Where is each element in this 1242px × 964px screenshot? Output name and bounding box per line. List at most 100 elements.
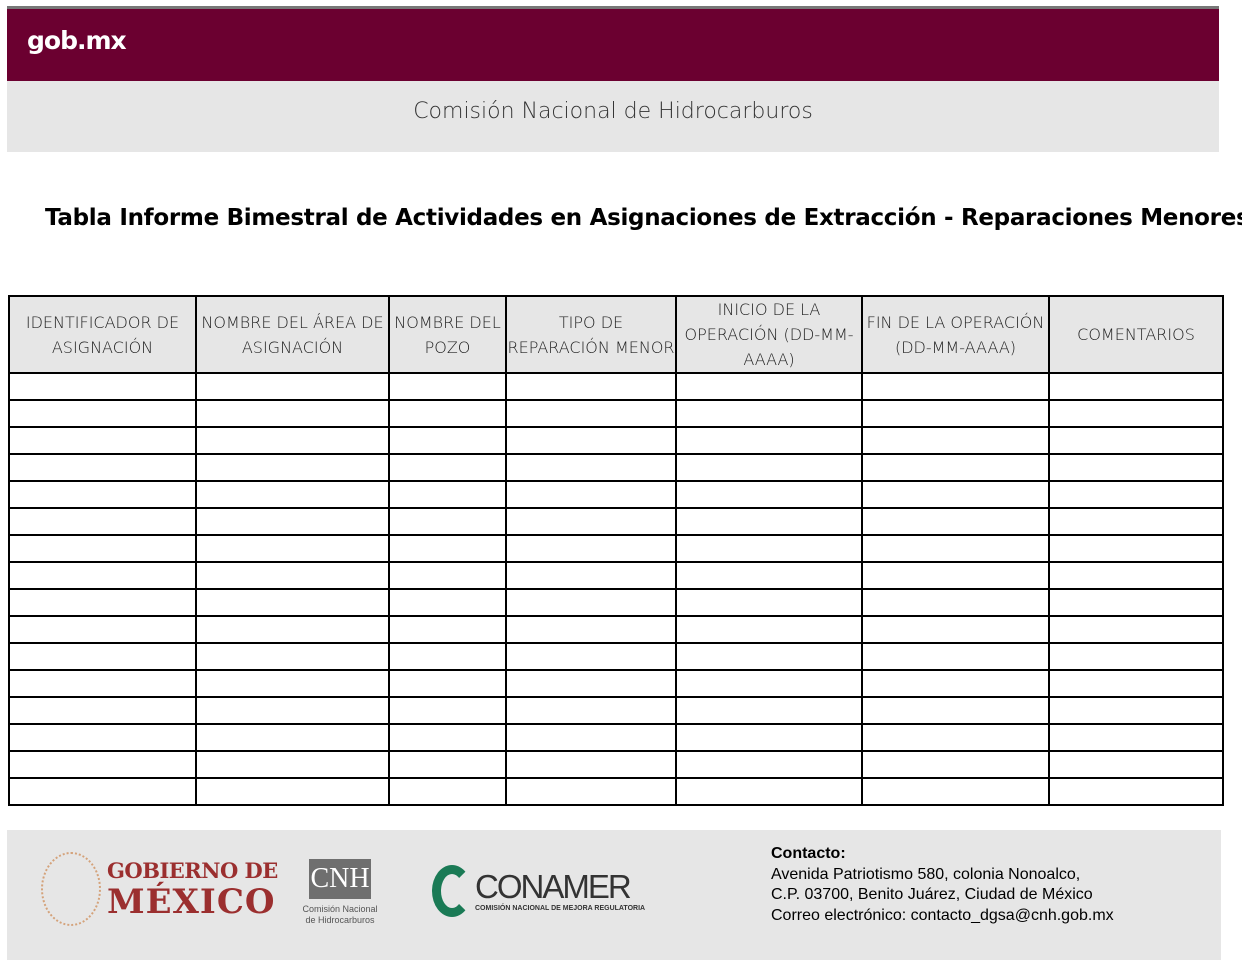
table-cell[interactable]	[8, 750, 197, 779]
table-cell[interactable]	[1048, 534, 1224, 563]
table-cell[interactable]	[388, 669, 507, 698]
table-cell[interactable]	[8, 669, 197, 698]
table-cell[interactable]	[505, 723, 677, 752]
table-cell[interactable]	[195, 507, 390, 536]
table-cell[interactable]	[505, 399, 677, 428]
table-cell[interactable]	[1048, 453, 1224, 482]
table-cell[interactable]	[195, 669, 390, 698]
table-cell[interactable]	[505, 534, 677, 563]
table-cell[interactable]	[1048, 399, 1224, 428]
table-cell[interactable]	[388, 615, 507, 644]
table-cell[interactable]	[675, 615, 863, 644]
table-cell[interactable]	[195, 372, 390, 401]
table-cell[interactable]	[505, 750, 677, 779]
table-cell[interactable]	[861, 480, 1050, 509]
table-cell[interactable]	[861, 372, 1050, 401]
table-cell[interactable]	[388, 723, 507, 752]
table-cell[interactable]	[8, 399, 197, 428]
table-cell[interactable]	[195, 561, 390, 590]
table-cell[interactable]	[1048, 561, 1224, 590]
table-cell[interactable]	[861, 777, 1050, 806]
table-cell[interactable]	[675, 777, 863, 806]
table-cell[interactable]	[8, 480, 197, 509]
table-cell[interactable]	[1048, 615, 1224, 644]
table-cell[interactable]	[861, 399, 1050, 428]
table-cell[interactable]	[388, 777, 507, 806]
table-cell[interactable]	[675, 561, 863, 590]
table-cell[interactable]	[861, 507, 1050, 536]
table-cell[interactable]	[388, 480, 507, 509]
table-cell[interactable]	[195, 426, 390, 455]
table-cell[interactable]	[388, 453, 507, 482]
table-cell[interactable]	[675, 507, 863, 536]
table-cell[interactable]	[8, 642, 197, 671]
table-cell[interactable]	[505, 480, 677, 509]
table-cell[interactable]	[675, 669, 863, 698]
table-cell[interactable]	[195, 534, 390, 563]
table-cell[interactable]	[8, 534, 197, 563]
table-cell[interactable]	[195, 480, 390, 509]
table-cell[interactable]	[505, 453, 677, 482]
table-cell[interactable]	[8, 426, 197, 455]
table-cell[interactable]	[8, 723, 197, 752]
table-cell[interactable]	[505, 615, 677, 644]
table-cell[interactable]	[195, 777, 390, 806]
table-cell[interactable]	[505, 696, 677, 725]
table-cell[interactable]	[1048, 507, 1224, 536]
table-cell[interactable]	[388, 507, 507, 536]
table-cell[interactable]	[861, 588, 1050, 617]
table-cell[interactable]	[1048, 696, 1224, 725]
table-cell[interactable]	[388, 588, 507, 617]
table-cell[interactable]	[195, 399, 390, 428]
table-cell[interactable]	[195, 750, 390, 779]
table-cell[interactable]	[1048, 480, 1224, 509]
table-cell[interactable]	[861, 642, 1050, 671]
table-cell[interactable]	[505, 372, 677, 401]
table-cell[interactable]	[1048, 750, 1224, 779]
table-cell[interactable]	[195, 453, 390, 482]
table-cell[interactable]	[675, 723, 863, 752]
table-cell[interactable]	[861, 426, 1050, 455]
table-cell[interactable]	[675, 588, 863, 617]
table-cell[interactable]	[675, 750, 863, 779]
table-cell[interactable]	[388, 561, 507, 590]
table-cell[interactable]	[388, 426, 507, 455]
table-cell[interactable]	[8, 372, 197, 401]
table-cell[interactable]	[861, 561, 1050, 590]
table-cell[interactable]	[675, 399, 863, 428]
table-cell[interactable]	[675, 534, 863, 563]
table-cell[interactable]	[1048, 642, 1224, 671]
table-cell[interactable]	[861, 723, 1050, 752]
table-cell[interactable]	[388, 696, 507, 725]
table-cell[interactable]	[195, 723, 390, 752]
table-cell[interactable]	[675, 453, 863, 482]
table-cell[interactable]	[8, 777, 197, 806]
table-cell[interactable]	[505, 426, 677, 455]
table-cell[interactable]	[1048, 723, 1224, 752]
table-cell[interactable]	[505, 642, 677, 671]
table-cell[interactable]	[388, 399, 507, 428]
table-cell[interactable]	[861, 696, 1050, 725]
table-cell[interactable]	[1048, 372, 1224, 401]
table-cell[interactable]	[388, 750, 507, 779]
table-cell[interactable]	[861, 615, 1050, 644]
table-cell[interactable]	[8, 696, 197, 725]
table-cell[interactable]	[675, 372, 863, 401]
table-cell[interactable]	[1048, 426, 1224, 455]
table-cell[interactable]	[505, 669, 677, 698]
table-cell[interactable]	[1048, 777, 1224, 806]
table-cell[interactable]	[8, 588, 197, 617]
table-cell[interactable]	[388, 642, 507, 671]
table-cell[interactable]	[675, 426, 863, 455]
table-cell[interactable]	[8, 507, 197, 536]
contact-email[interactable]: Correo electrónico: contacto_dgsa@cnh.go…	[771, 906, 1114, 924]
table-cell[interactable]	[8, 453, 197, 482]
table-cell[interactable]	[195, 615, 390, 644]
table-cell[interactable]	[861, 534, 1050, 563]
gobmx-logo[interactable]: gob.mx	[27, 26, 127, 55]
table-cell[interactable]	[861, 669, 1050, 698]
table-cell[interactable]	[8, 615, 197, 644]
table-cell[interactable]	[861, 750, 1050, 779]
table-cell[interactable]	[195, 588, 390, 617]
table-cell[interactable]	[505, 561, 677, 590]
